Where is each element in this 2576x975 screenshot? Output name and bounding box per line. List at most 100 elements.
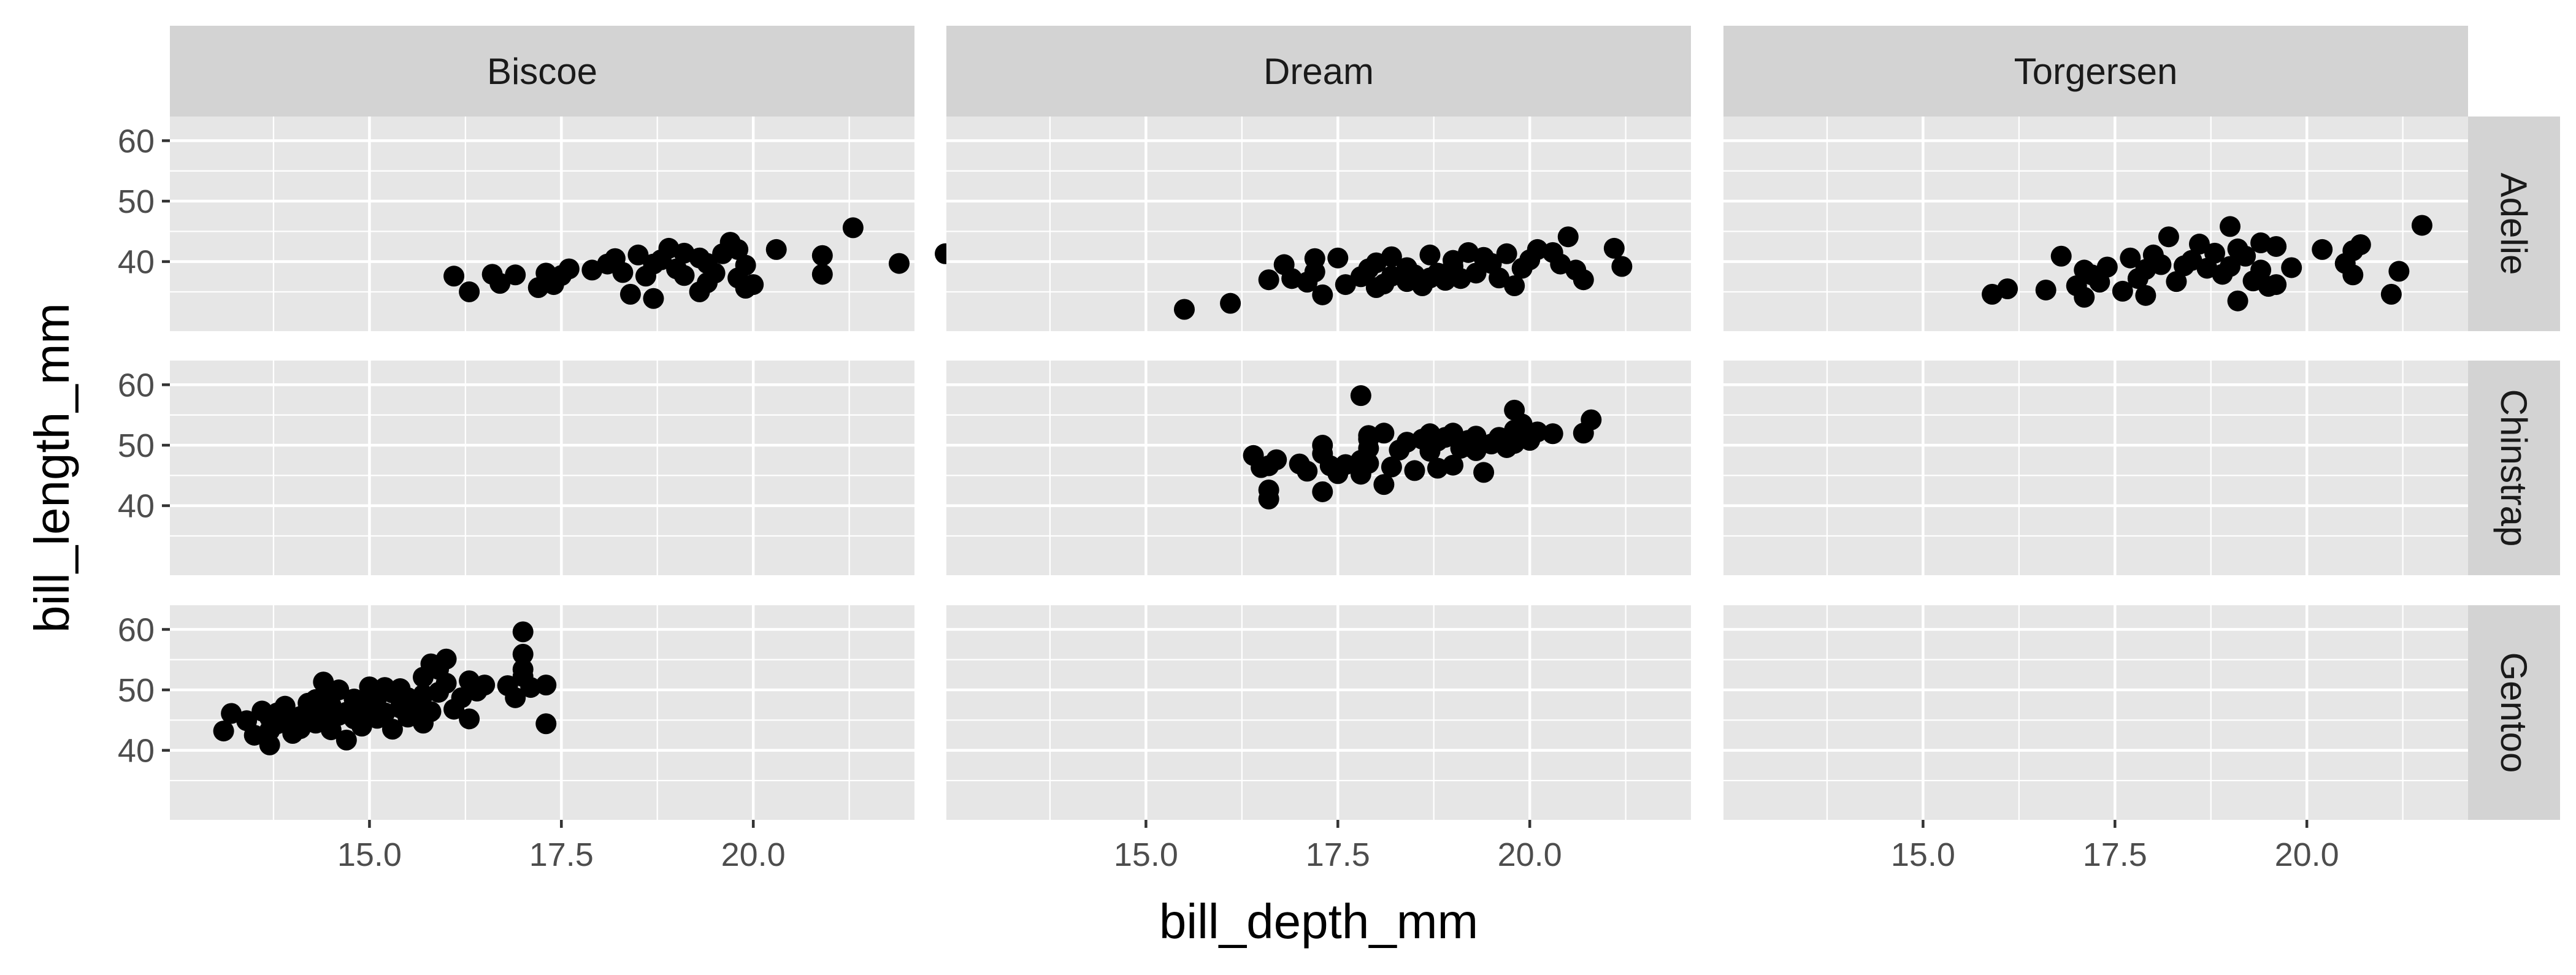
data-point (765, 239, 787, 260)
data-point (2204, 242, 2225, 264)
data-point (627, 244, 649, 266)
data-point (2096, 256, 2118, 278)
data-point (619, 283, 641, 305)
y-tick-label: 40 (118, 488, 155, 525)
data-point (520, 677, 542, 698)
data-point (2188, 234, 2210, 255)
panel-torgersen-chinstrap (1723, 361, 2468, 575)
data-point (1312, 435, 1333, 456)
strip-background (2468, 117, 2560, 331)
strip-background (2468, 361, 2560, 575)
data-point (1611, 256, 1633, 277)
data-point (1419, 423, 1441, 445)
data-point (888, 253, 910, 274)
data-point (512, 643, 534, 665)
x-tick-label: 17.5 (2083, 836, 2147, 873)
data-point (2166, 271, 2187, 292)
data-point (811, 245, 833, 266)
panel-torgersen-adelie (1723, 117, 2468, 331)
y-tick-label: 60 (118, 123, 155, 159)
data-point (1258, 479, 1279, 500)
x-tick-label: 20.0 (721, 836, 786, 873)
data-point (535, 713, 557, 735)
panel-background (170, 117, 914, 331)
data-point (1573, 269, 1594, 291)
data-point (1220, 292, 1241, 314)
data-point (2380, 283, 2402, 305)
data-point (2227, 290, 2248, 312)
x-tick-label: 17.5 (529, 836, 594, 873)
data-point (1297, 461, 1318, 482)
data-point (420, 701, 442, 722)
data-point (1542, 423, 1563, 445)
x-tick-label: 15.0 (1114, 836, 1178, 873)
y-tick-label: 50 (118, 183, 155, 220)
data-point (2266, 235, 2287, 257)
data-point (1404, 460, 1425, 481)
data-point (1473, 462, 1495, 483)
data-point (1381, 246, 1402, 267)
data-point (1511, 413, 1533, 435)
y-tick-label: 50 (118, 672, 155, 709)
panel-biscoe-chinstrap (170, 361, 914, 575)
data-point (2411, 215, 2432, 236)
data-point (2181, 250, 2202, 271)
x-axes: 15.0 17.5 20.0 15.0 17.5 20.0 15.0 17.5 20.0 (337, 820, 2339, 873)
panel-background (1723, 605, 2468, 820)
data-point (428, 659, 450, 680)
panel-background (946, 361, 1691, 575)
panel-dream-gentoo (946, 605, 1691, 820)
data-point (2266, 274, 2287, 296)
panel-torgersen-gentoo (1723, 605, 2468, 820)
data-point (1312, 481, 1333, 502)
data-point (811, 264, 833, 285)
data-point (1997, 278, 2018, 299)
strip-label: Gentoo (2493, 652, 2534, 773)
data-point (2281, 257, 2302, 278)
data-point (459, 708, 480, 730)
data-point (2120, 247, 2141, 269)
data-point (512, 659, 534, 680)
panel-biscoe-gentoo (170, 605, 914, 820)
data-point (1350, 385, 1371, 407)
strip-biscoe: Biscoe (170, 26, 914, 117)
data-point (459, 281, 480, 302)
x-tick-label: 15.0 (1891, 836, 1955, 873)
y-axis-title: bill_length_mm (25, 303, 79, 633)
data-point (1258, 269, 1279, 291)
data-point (735, 254, 756, 276)
data-point (2235, 245, 2256, 267)
strip-adelie: Adelie (2468, 117, 2560, 331)
data-point (351, 716, 372, 737)
panel-background (1723, 361, 2468, 575)
data-point (2342, 240, 2364, 261)
data-point (512, 621, 534, 643)
strip-dream: Dream (946, 26, 1691, 117)
strip-gentoo: Gentoo (2468, 605, 2560, 820)
y-tick-label: 60 (118, 611, 155, 648)
data-point (2035, 279, 2057, 300)
panel-dream-adelie (946, 117, 1691, 331)
data-point (413, 684, 434, 705)
data-point (558, 258, 580, 280)
data-point (1443, 250, 1464, 271)
data-point (1443, 454, 1464, 476)
panel-background (170, 361, 914, 575)
data-point (1603, 237, 1625, 259)
column-strips: Biscoe Dream Torgersen (170, 26, 2468, 117)
data-point (535, 675, 557, 696)
panel-dream-chinstrap (946, 361, 1691, 575)
data-point (1266, 449, 1287, 470)
data-point (1465, 262, 1487, 284)
strip-background (946, 26, 1691, 117)
data-point (259, 734, 280, 755)
data-point (612, 262, 634, 283)
data-point (2074, 286, 2095, 308)
y-tick-label: 40 (118, 244, 155, 281)
strip-label: Chinstrap (2493, 389, 2534, 547)
data-point (1173, 299, 1195, 320)
data-point (1358, 453, 1379, 474)
panel-background (1723, 117, 2468, 331)
data-point (1504, 275, 1525, 297)
